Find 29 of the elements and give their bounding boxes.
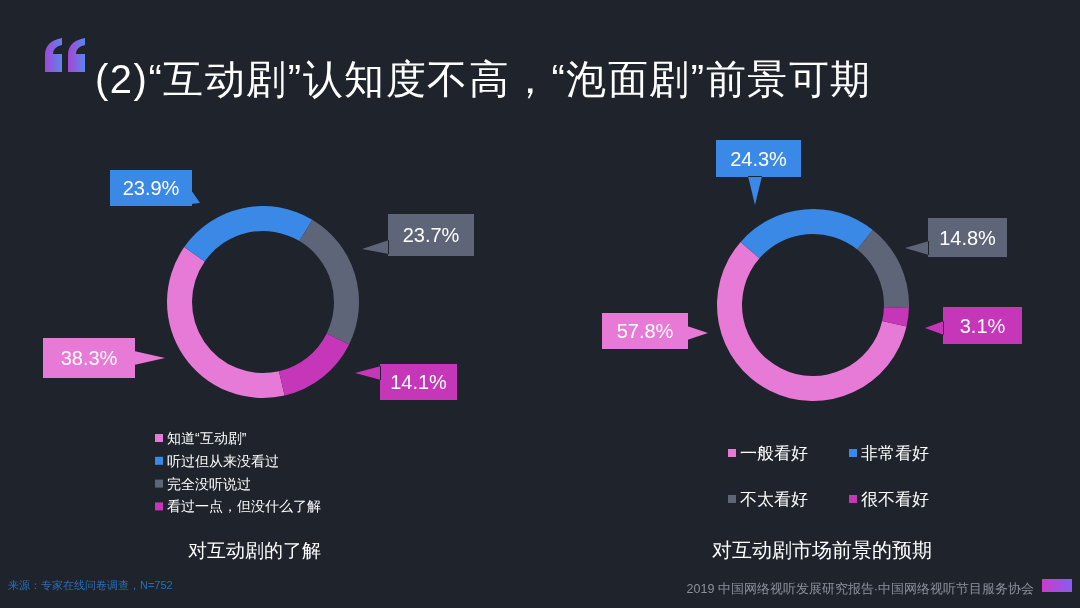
legend-label: 听过但从来没看过 [167, 452, 279, 469]
donut-slice [717, 241, 907, 401]
legend-label: 不太看好 [740, 490, 808, 510]
legend-label: 很不看好 [861, 490, 929, 510]
data-label: 57.8% [616, 320, 674, 342]
data-label: 23.7% [402, 224, 460, 246]
text: 2019 中国网络视听发展研究报告·中国网络视听节目服务协会 [686, 582, 1034, 596]
data-label: 38.3% [60, 347, 118, 369]
data-label: 24.3% [730, 147, 788, 170]
legend-label: 非常看好 [861, 444, 929, 464]
donut-slice [857, 229, 909, 309]
text: 对互动剧的了解 [187, 540, 321, 561]
legend-label: 知道“互动剧” [167, 430, 247, 447]
chart-title: (2)“互动剧”认知度不高，“泡面剧”前景可期 [95, 57, 872, 101]
data-label: 14.1% [390, 371, 448, 393]
text: 对互动剧市场前景的预期 [712, 539, 932, 561]
data-label: 14.8% [939, 226, 997, 249]
legend-label: 一般看好 [740, 444, 808, 464]
legend-label: 完全没听说过 [167, 475, 251, 492]
data-label: 3.1% [959, 314, 1006, 337]
donut-slice [167, 247, 285, 398]
source-note: 来源：专家在线问卷调查，N=752 [8, 579, 173, 591]
donut-slice [184, 206, 313, 262]
data-label: 23.9% [122, 177, 180, 199]
donut-slice [299, 219, 359, 345]
donut-slice [278, 333, 350, 396]
donut-slice [882, 307, 909, 327]
legend-label: 看过一点，但没什么了解 [167, 498, 321, 515]
donut-slice [740, 209, 873, 259]
